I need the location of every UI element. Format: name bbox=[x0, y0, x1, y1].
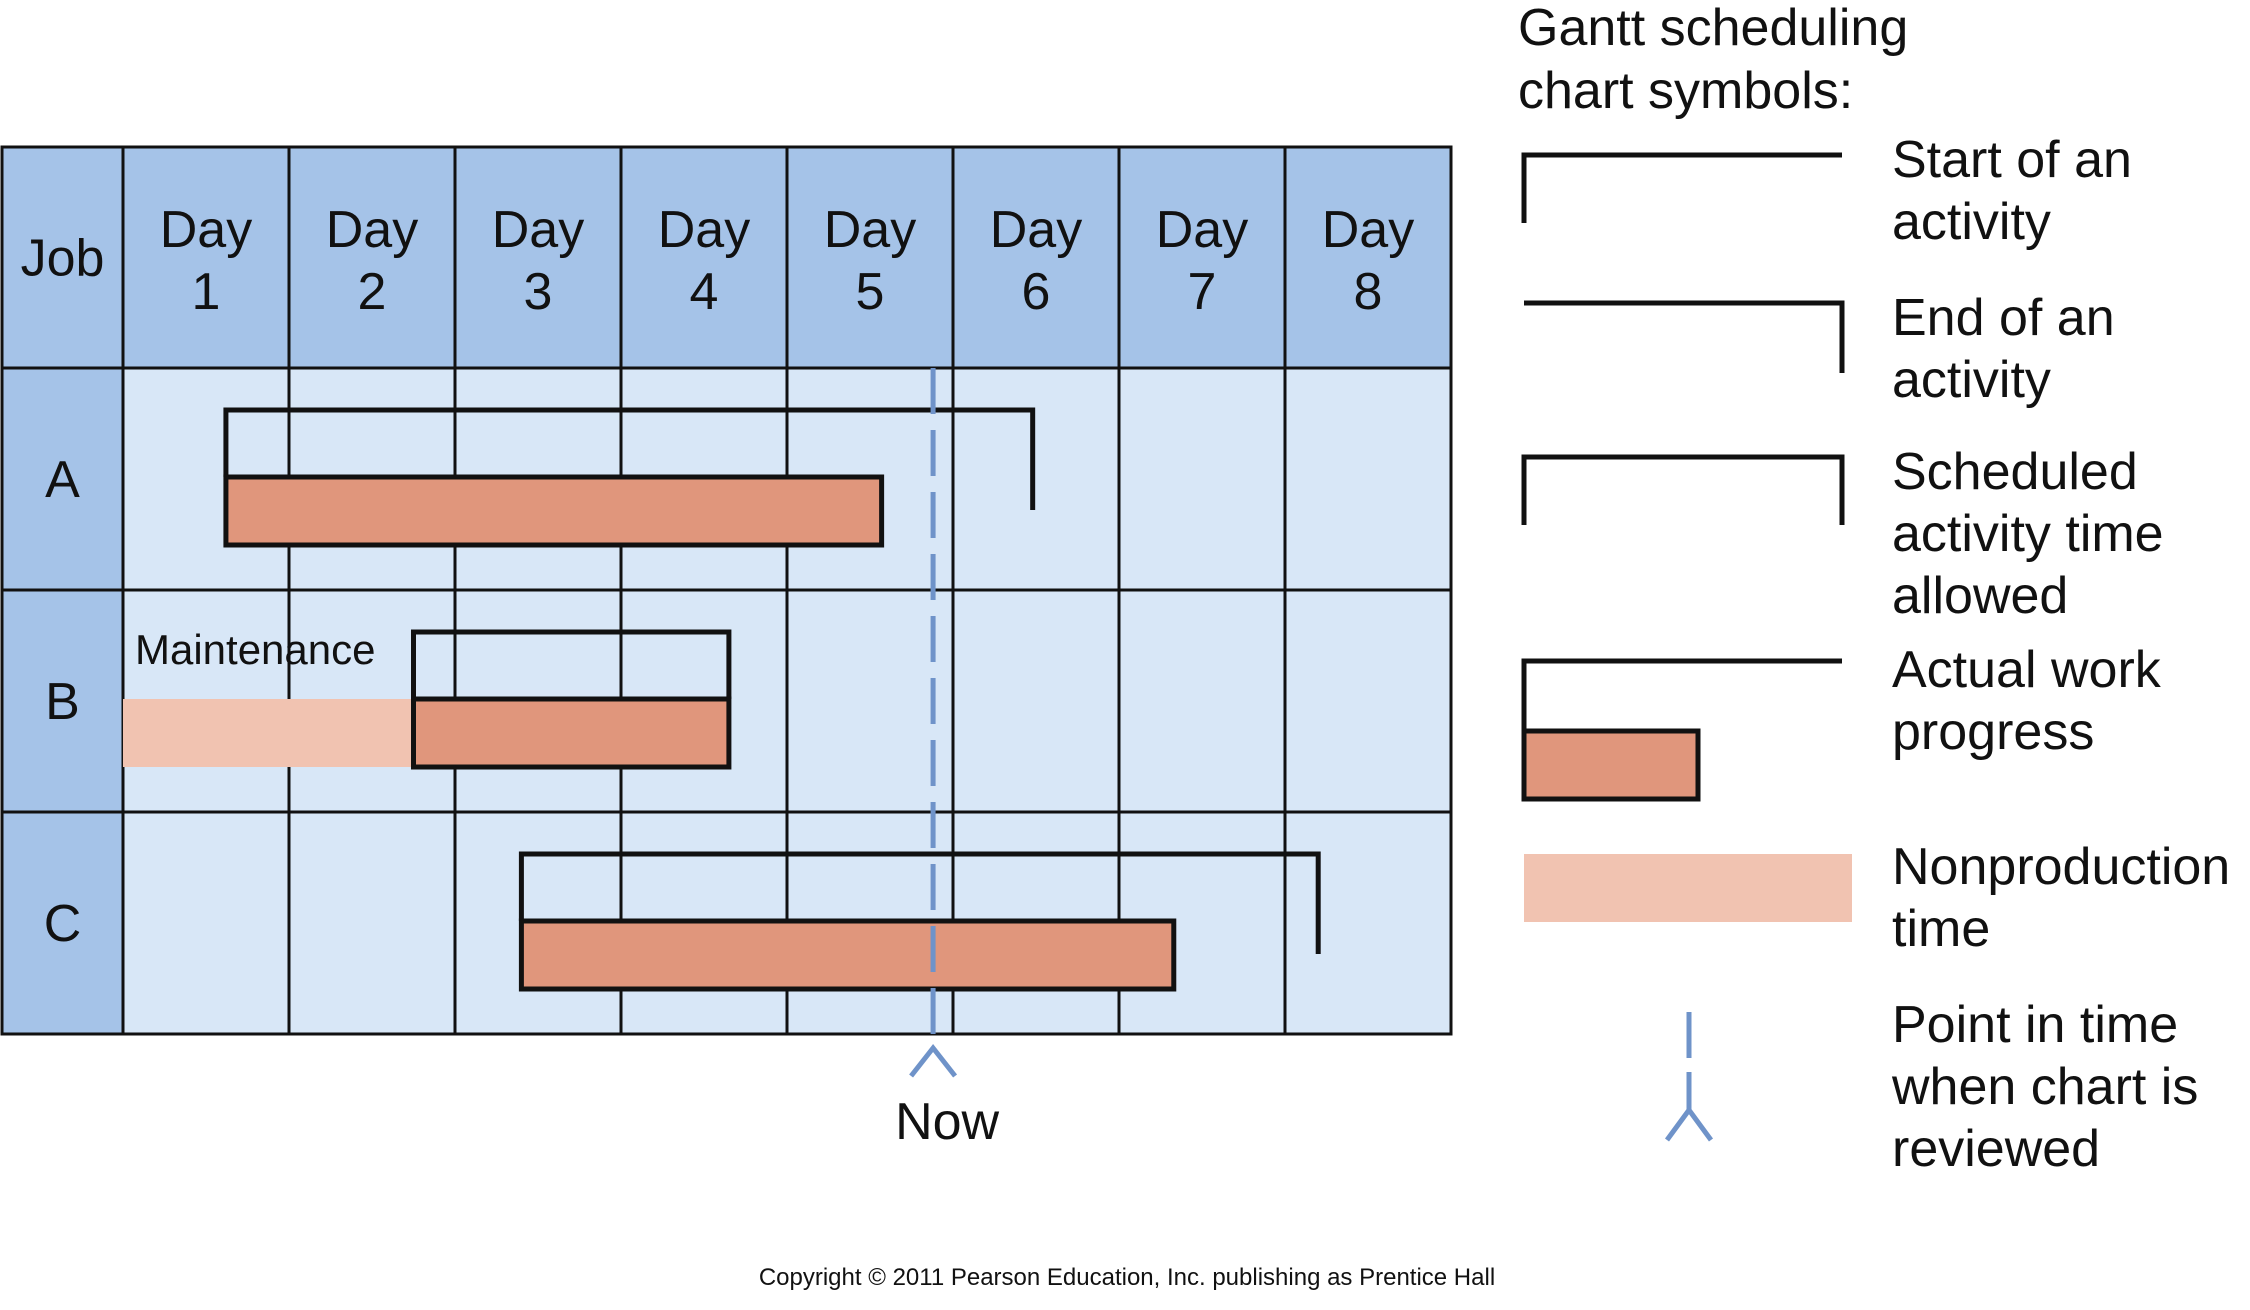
now-label: Now bbox=[895, 1093, 999, 1151]
day-header-label-3: Day bbox=[492, 201, 584, 259]
legend-label-start-line1: Start of an bbox=[1892, 131, 2132, 189]
day-header-number-8: 8 bbox=[1354, 263, 1383, 321]
scheduled-time-bracket-c bbox=[518, 851, 1321, 954]
day-header-label-7: Day bbox=[1156, 201, 1248, 259]
day-header-label-6: Day bbox=[990, 201, 1082, 259]
legend-label-now-line3: reviewed bbox=[1892, 1120, 2100, 1178]
end-activity-symbol-icon bbox=[1524, 300, 1845, 373]
scheduled-time-bracket-b bbox=[411, 629, 732, 699]
day-header-number-4: 4 bbox=[690, 263, 719, 321]
legend-label-start-line2: activity bbox=[1892, 193, 2051, 251]
copyright-text: Copyright © 2011 Pearson Education, Inc.… bbox=[759, 1264, 1495, 1291]
actual-progress-outline-a bbox=[223, 474, 885, 548]
now-marker: Now bbox=[895, 368, 1000, 1151]
nonproduction-bar-b bbox=[123, 699, 414, 767]
task-note-b: Maintenance bbox=[135, 626, 376, 673]
day-header-number-7: 7 bbox=[1188, 263, 1217, 321]
job-label-a: A bbox=[45, 451, 80, 509]
review-point-arrow-icon bbox=[1664, 1105, 1714, 1142]
legend-label-end-line2: activity bbox=[1892, 351, 2051, 409]
scheduled-time-symbol-icon bbox=[1521, 454, 1845, 525]
actual-progress-bracket-icon bbox=[1521, 658, 1842, 731]
day-header-number-2: 2 bbox=[358, 263, 387, 321]
actual-progress-outline-b bbox=[411, 696, 732, 770]
job-label-c: C bbox=[44, 895, 82, 953]
now-arrow-icon bbox=[909, 1043, 958, 1078]
job-label-b: B bbox=[45, 673, 80, 731]
day-header-label-4: Day bbox=[658, 201, 750, 259]
day-header-number-6: 6 bbox=[1022, 263, 1051, 321]
job-column-header: Job bbox=[21, 230, 105, 288]
legend-label-nonproduction-line1: Nonproduction bbox=[1892, 838, 2230, 896]
legend-label-scheduled-line1: Scheduled bbox=[1892, 443, 2138, 501]
legend-label-scheduled-line3: allowed bbox=[1892, 567, 2068, 625]
day-header-number-3: 3 bbox=[524, 263, 553, 321]
header-row-background bbox=[2, 147, 1451, 368]
legend-label-actual-line2: progress bbox=[1892, 703, 2094, 761]
start-activity-symbol-icon bbox=[1521, 152, 1842, 223]
legend-title-line2: chart symbols: bbox=[1518, 62, 1853, 120]
actual-progress-symbol-icon bbox=[1521, 728, 1701, 802]
legend-label-now-line2: when chart is bbox=[1891, 1058, 2198, 1116]
job-column-background bbox=[2, 368, 123, 1034]
day-header-label-5: Day bbox=[824, 201, 916, 259]
legend-title-line1: Gantt scheduling bbox=[1518, 0, 1908, 57]
legend-label-actual-line1: Actual work bbox=[1892, 641, 2162, 699]
actual-progress-outline-c bbox=[518, 918, 1177, 992]
actual-progress-bar-b bbox=[413, 699, 729, 767]
day-header-number-1: 1 bbox=[192, 263, 221, 321]
day-header-label-2: Day bbox=[326, 201, 418, 259]
day-header-number-5: 5 bbox=[856, 263, 885, 321]
day-header-label-8: Day bbox=[1322, 201, 1414, 259]
gantt-chart-bars: Maintenance bbox=[123, 407, 1321, 992]
legend-label-end-line1: End of an bbox=[1892, 289, 2115, 347]
legend-label-now-line1: Point in time bbox=[1892, 996, 2178, 1054]
actual-progress-bar-a bbox=[225, 477, 882, 545]
legend-label-nonproduction-line2: time bbox=[1892, 900, 1990, 958]
legend-label-scheduled-line2: activity time bbox=[1892, 505, 2164, 563]
day-header-label-1: Day bbox=[160, 201, 252, 259]
scheduled-time-bracket-a bbox=[223, 407, 1036, 510]
actual-progress-bar-c bbox=[521, 921, 1174, 989]
nonproduction-symbol-icon bbox=[1524, 854, 1852, 922]
legend: Gantt scheduling chart symbols: Start of… bbox=[1518, 0, 2230, 1178]
